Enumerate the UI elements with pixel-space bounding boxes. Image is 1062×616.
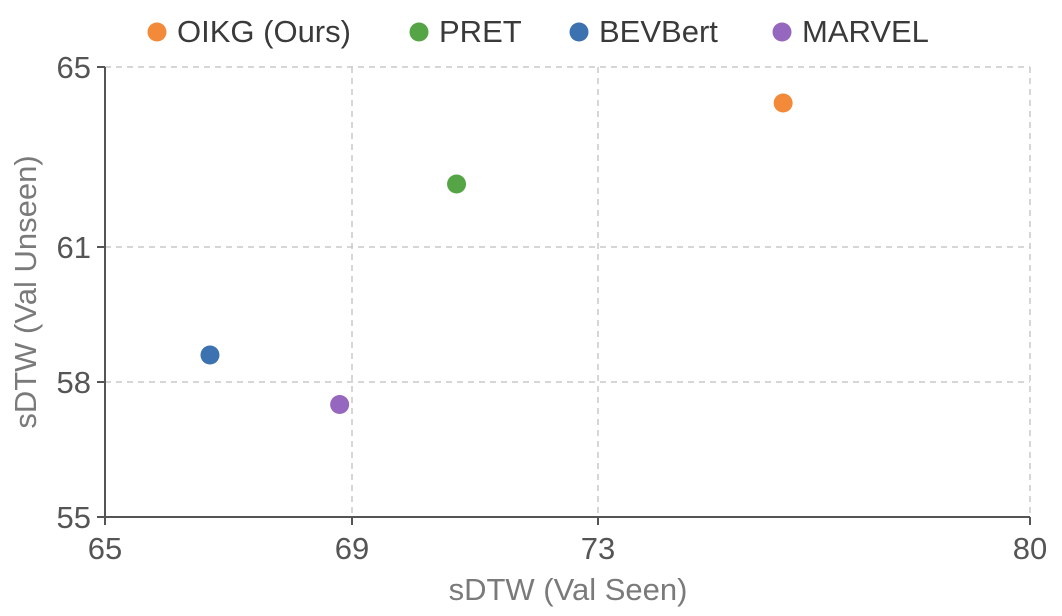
ticks-layer: 65 69 73 80 55 58 61 65 [57, 50, 1048, 566]
legend-item: BEVBert [569, 14, 718, 49]
y-axis-title: sDTW (Val Unseen) [8, 155, 43, 428]
x-tick-label: 65 [88, 531, 122, 566]
legend-item: OIKG (Ours) [147, 14, 351, 49]
data-point [200, 345, 220, 365]
legend-label: BEVBert [599, 14, 718, 49]
axes-layer [104, 67, 1030, 518]
x-tick-label: 80 [1013, 531, 1047, 566]
legend-marker [409, 22, 429, 42]
points-layer [200, 93, 793, 414]
legend-marker [147, 22, 167, 42]
x-tick-label: 73 [581, 531, 615, 566]
legend-label: PRET [439, 14, 522, 49]
legend-marker [569, 22, 589, 42]
y-tick-label: 55 [57, 500, 91, 535]
legend: OIKG (Ours) PRET BEVBert MARVEL [147, 14, 929, 49]
legend-item: MARVEL [772, 14, 929, 49]
x-tick-label: 69 [335, 531, 369, 566]
legend-marker [772, 22, 792, 42]
data-point [330, 395, 350, 414]
y-tick-label: 65 [57, 50, 91, 85]
y-tick-label: 58 [57, 365, 91, 400]
x-axis-title: sDTW (Val Seen) [449, 572, 688, 607]
legend-item: PRET [409, 14, 522, 49]
grid-layer [105, 66, 1031, 517]
data-point [447, 174, 467, 194]
data-point [773, 93, 793, 113]
legend-label: MARVEL [802, 14, 929, 49]
y-tick-label: 61 [57, 230, 91, 265]
legend-label: OIKG (Ours) [177, 14, 351, 49]
